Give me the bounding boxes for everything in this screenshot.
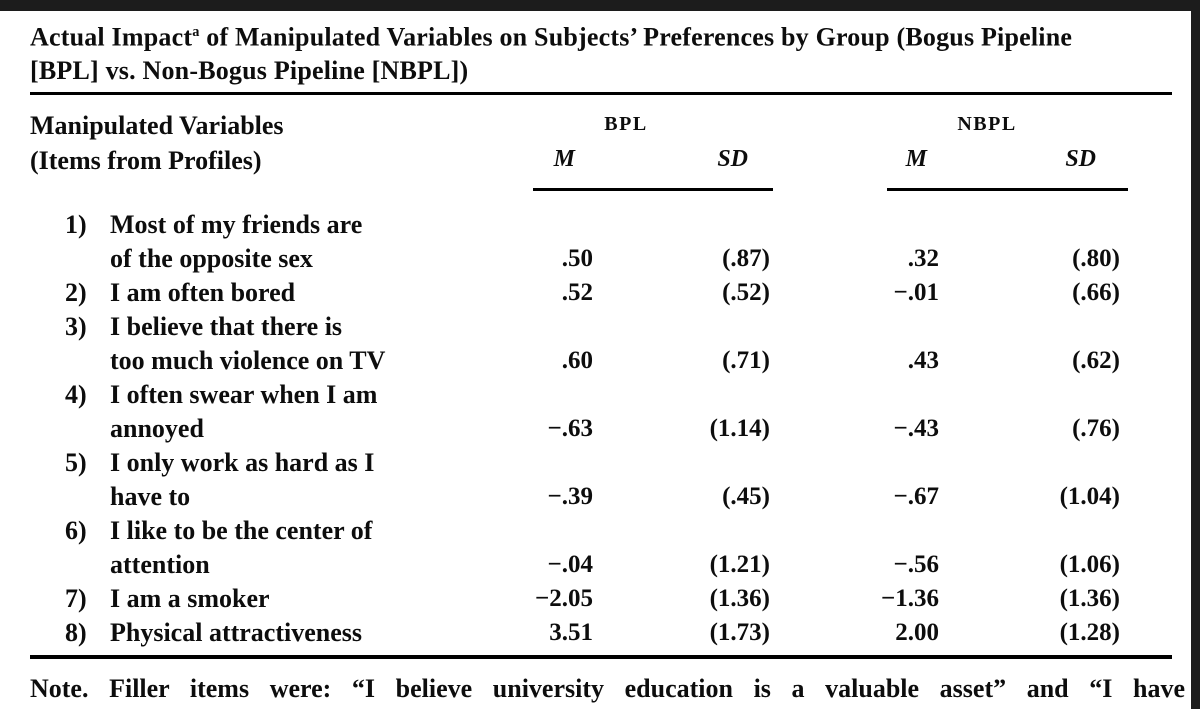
table-row: 2) I am often bored .52 (.52) −.01 (.66) bbox=[30, 276, 1172, 310]
group-underline-bpl bbox=[533, 187, 773, 191]
item-text-line: I often swear when I am bbox=[110, 379, 378, 409]
value-nbpl-mean: .43 bbox=[907, 346, 939, 374]
item-text-line: too much violence on TV bbox=[110, 345, 386, 375]
title-text: Actual Impact bbox=[30, 22, 193, 52]
item-text-line: I like to be the center of bbox=[110, 515, 373, 545]
item-text-line: of the opposite sex bbox=[110, 243, 313, 273]
horizontal-rule-bottom bbox=[30, 654, 1172, 659]
stub-header-line1: Manipulated Variables bbox=[30, 110, 284, 140]
item-number: 1) bbox=[65, 209, 87, 239]
value-nbpl-mean: −.56 bbox=[893, 550, 940, 578]
value-bpl-mean: .52 bbox=[561, 278, 593, 306]
item-text-line: I believe that there is bbox=[110, 311, 343, 341]
item-number: 2) bbox=[65, 277, 87, 307]
value-nbpl-sd: (.62) bbox=[1072, 346, 1120, 374]
value-bpl-sd: (.87) bbox=[722, 244, 770, 272]
title-footnote-marker: a bbox=[192, 24, 200, 40]
item-text: I am often bored bbox=[100, 276, 480, 310]
column-header-sd: SD bbox=[1065, 145, 1096, 172]
value-nbpl-sd: (.66) bbox=[1072, 278, 1120, 306]
value-nbpl-mean: 2.00 bbox=[895, 618, 939, 646]
value-nbpl-mean: −1.36 bbox=[881, 584, 939, 612]
item-text: I like to be the center of attention bbox=[100, 514, 480, 582]
scan-border-right bbox=[1191, 0, 1200, 709]
title-text-continued: of Manipulated Variables on Subjects’ Pr… bbox=[199, 22, 1073, 52]
value-bpl-mean: .60 bbox=[561, 346, 593, 374]
column-group-nbpl: NBPL M SD bbox=[772, 108, 1128, 191]
table-title-line1: Actual Impacta of Manipulated Variables … bbox=[30, 16, 1172, 54]
value-bpl-sd: (.45) bbox=[722, 482, 770, 510]
stub-header-line2: (Items from Profiles) bbox=[30, 145, 262, 175]
value-nbpl-mean: −.67 bbox=[893, 482, 940, 510]
item-number: 3) bbox=[65, 311, 87, 341]
item-text: Physical attractiveness bbox=[100, 616, 480, 650]
table-row: 6) I like to be the center of attention … bbox=[30, 514, 1172, 582]
item-text-line: I only work as hard as I bbox=[110, 447, 375, 477]
item-number: 8) bbox=[65, 617, 87, 647]
item-text: Most of my friends are of the opposite s… bbox=[100, 208, 480, 276]
value-nbpl-mean: −.43 bbox=[893, 414, 940, 442]
column-header-sd: SD bbox=[717, 145, 748, 172]
column-group-bpl: BPL M SD bbox=[480, 108, 773, 191]
item-text-line: have to bbox=[110, 481, 191, 511]
column-header-mean: M bbox=[553, 145, 575, 172]
value-nbpl-mean: .32 bbox=[907, 244, 939, 272]
item-text: I am a smoker bbox=[100, 582, 480, 616]
item-text-line: attention bbox=[110, 549, 210, 579]
scan-border-top bbox=[0, 0, 1200, 11]
table-title: Actual Impacta of Manipulated Variables … bbox=[30, 16, 1172, 87]
value-nbpl-mean: −.01 bbox=[893, 278, 940, 306]
subcolumn-headers-bpl: M SD bbox=[480, 146, 772, 172]
item-text-line: I am a smoker bbox=[110, 583, 270, 613]
value-bpl-sd: (1.36) bbox=[709, 584, 770, 612]
table-note: Note. Filler items were: “I believe univ… bbox=[30, 673, 1185, 703]
table-row: 1) Most of my friends are of the opposit… bbox=[30, 208, 1172, 276]
group-label-nbpl: NBPL bbox=[957, 112, 1017, 135]
value-bpl-mean: −.63 bbox=[547, 414, 594, 442]
value-bpl-sd: (1.73) bbox=[709, 618, 770, 646]
group-underline-nbpl bbox=[887, 187, 1128, 191]
value-bpl-sd: (1.21) bbox=[709, 550, 770, 578]
group-label-bpl: BPL bbox=[604, 112, 648, 135]
table-header: Manipulated Variables (Items from Profil… bbox=[30, 108, 1172, 191]
value-bpl-mean: 3.51 bbox=[549, 618, 593, 646]
value-bpl-mean: −.39 bbox=[547, 482, 594, 510]
item-text: I often swear when I am annoyed bbox=[100, 378, 480, 446]
table-row: 7) I am a smoker −2.05 (1.36) −1.36 (1.3… bbox=[30, 582, 1172, 616]
item-text-line: I am often bored bbox=[110, 277, 296, 307]
value-nbpl-sd: (1.04) bbox=[1059, 482, 1120, 510]
value-bpl-mean: .50 bbox=[561, 244, 593, 272]
value-nbpl-sd: (.76) bbox=[1072, 414, 1120, 442]
value-nbpl-sd: (1.28) bbox=[1059, 618, 1120, 646]
value-bpl-sd: (.52) bbox=[722, 278, 770, 306]
value-nbpl-sd: (.80) bbox=[1072, 244, 1120, 272]
value-bpl-mean: −.04 bbox=[547, 550, 594, 578]
table-row: 3) I believe that there is too much viol… bbox=[30, 310, 1172, 378]
table-title-line2: [BPL] vs. Non-Bogus Pipeline [NBPL]) bbox=[30, 55, 469, 85]
table-row: 5) I only work as hard as I have to −.39… bbox=[30, 446, 1172, 514]
subcolumn-headers-nbpl: M SD bbox=[772, 146, 1122, 172]
item-number: 5) bbox=[65, 447, 87, 477]
value-nbpl-sd: (1.06) bbox=[1059, 550, 1120, 578]
value-bpl-sd: (1.14) bbox=[709, 414, 770, 442]
item-number: 4) bbox=[65, 379, 87, 409]
table-body: 1) Most of my friends are of the opposit… bbox=[30, 208, 1172, 650]
table-row: 4) I often swear when I am annoyed −.63 … bbox=[30, 378, 1172, 446]
value-bpl-mean: −2.05 bbox=[535, 584, 593, 612]
stub-header: Manipulated Variables (Items from Profil… bbox=[30, 108, 480, 191]
value-bpl-sd: (.71) bbox=[722, 346, 770, 374]
item-text-line: annoyed bbox=[110, 413, 204, 443]
item-text-line: Physical attractiveness bbox=[110, 617, 363, 647]
item-text-line: Most of my friends are bbox=[110, 209, 363, 239]
item-number: 7) bbox=[65, 583, 87, 613]
item-number: 6) bbox=[65, 515, 87, 545]
horizontal-rule-top bbox=[30, 91, 1172, 95]
item-text: I believe that there is too much violenc… bbox=[100, 310, 480, 378]
value-nbpl-sd: (1.36) bbox=[1059, 584, 1120, 612]
item-text: I only work as hard as I have to bbox=[100, 446, 480, 514]
table-row: 8) Physical attractiveness 3.51 (1.73) 2… bbox=[30, 616, 1172, 650]
column-header-mean: M bbox=[905, 145, 927, 172]
